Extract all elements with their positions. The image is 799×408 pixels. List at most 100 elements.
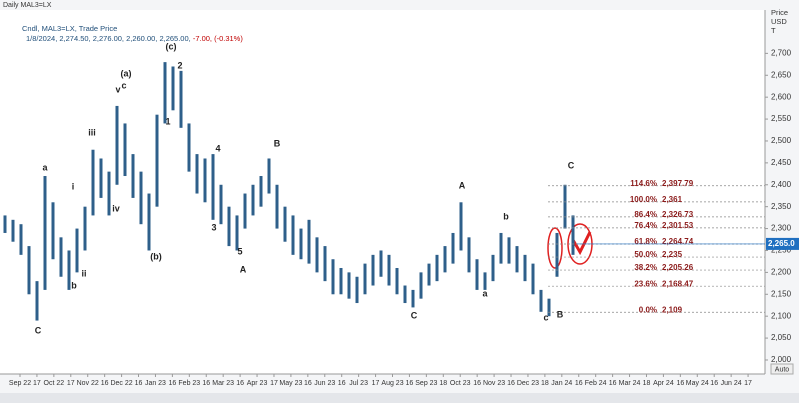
y-tick-label: 2,600	[771, 92, 792, 101]
price-bar	[219, 184, 223, 225]
price-bar	[115, 105, 119, 185]
fib-pct: 50.0%	[634, 250, 657, 259]
price-bar	[355, 276, 359, 304]
price-bar	[547, 298, 551, 317]
x-tick-label: 17	[33, 380, 41, 387]
price-bar	[403, 285, 407, 304]
x-tick-label: Sep 23	[415, 380, 437, 387]
fib-pct: 100.0%	[630, 195, 657, 204]
price-bar	[523, 254, 527, 282]
price-bar	[147, 193, 151, 251]
x-tick-label: Jun 23	[314, 380, 335, 387]
auto-button-label[interactable]: Auto	[775, 366, 790, 373]
price-bar	[539, 289, 543, 312]
scrollbar[interactable]	[0, 393, 799, 403]
price-bar	[571, 215, 575, 255]
x-tick-label: 16	[338, 380, 346, 387]
x-tick-label: 16	[168, 380, 176, 387]
price-bar	[379, 250, 383, 277]
x-tick-label: Apr 24	[653, 380, 674, 387]
last-price-tag	[766, 237, 799, 250]
price-bar	[427, 263, 431, 286]
price-bar	[203, 158, 207, 203]
price-bar	[171, 66, 175, 111]
price-bar	[563, 184, 567, 229]
price-bar	[331, 259, 335, 295]
y-tick-label: 2,000	[771, 355, 792, 364]
x-tick-label: 16	[236, 380, 244, 387]
fib-value: 2,168.47	[662, 279, 694, 288]
wave-label: 1	[165, 116, 170, 126]
x-tick-label: Sep 22	[9, 380, 31, 387]
price-bar	[83, 206, 87, 251]
price-bar	[275, 184, 279, 229]
x-tick-label: 16	[676, 380, 684, 387]
wave-label: B	[274, 138, 281, 148]
price-bar	[99, 158, 103, 198]
price-bar	[195, 154, 199, 194]
wave-label: b	[71, 280, 77, 290]
x-tick-label: Oct 22	[44, 380, 65, 387]
price-bar	[155, 114, 159, 207]
wave-label: 2	[177, 60, 182, 70]
price-bar	[75, 228, 79, 273]
price-bar	[19, 224, 23, 255]
price-bar	[163, 62, 167, 124]
price-bar	[179, 70, 183, 128]
x-tick-label: 16	[473, 380, 481, 387]
fib-value: 2,109	[662, 305, 683, 314]
price-bar	[211, 154, 215, 220]
price-bar	[491, 254, 495, 282]
wave-label: 5	[237, 246, 242, 256]
fib-value: 2,397.79	[662, 179, 694, 188]
wave-label: v	[115, 84, 120, 94]
x-tick-label: Dec 22	[110, 380, 132, 387]
price-bar	[411, 289, 415, 308]
price-bar	[291, 215, 295, 255]
y-tick-label: 2,500	[771, 136, 792, 145]
price-bar	[43, 176, 47, 290]
price-bar	[51, 202, 55, 260]
price-bar	[139, 171, 143, 225]
wave-label: 4	[215, 143, 220, 153]
price-bar	[27, 246, 31, 295]
x-tick-label: Jul 23	[349, 380, 368, 387]
wave-label: A	[240, 264, 247, 274]
x-tick-label: Nov 22	[77, 380, 99, 387]
y-tick-label: 2,150	[771, 289, 792, 298]
y-tick-label: 2,350	[771, 202, 792, 211]
price-bar	[499, 232, 503, 264]
x-tick-label: 16	[609, 380, 617, 387]
auto-button[interactable]	[770, 363, 794, 375]
wave-label: (a)	[121, 68, 132, 78]
price-bar	[531, 263, 535, 295]
price-bar	[227, 206, 231, 247]
x-tick-label: Feb 24	[585, 380, 607, 387]
wave-label: iv	[112, 203, 120, 213]
y-tick-label: 2,300	[771, 224, 792, 233]
wave-label: C	[568, 160, 575, 170]
price-bar	[515, 246, 519, 273]
x-tick-label: Feb 23	[178, 380, 200, 387]
price-bar	[323, 246, 327, 282]
wave-label: c	[121, 80, 126, 90]
y-tick-label: 2,250	[771, 246, 792, 255]
check-mark	[571, 231, 592, 256]
last-change: -7.00, (-0.31%)	[193, 34, 244, 43]
y-tick-label: 2,400	[771, 180, 792, 189]
fib-value: 2,326.73	[662, 210, 694, 219]
price-bar	[483, 272, 487, 290]
price-bar	[307, 219, 311, 264]
fib-value: 2,205.26	[662, 263, 694, 272]
price-bar	[387, 254, 391, 286]
price-bar	[467, 237, 471, 273]
x-tick-label: 16	[575, 380, 583, 387]
last-values: 1/8/2024, 2,274.50, 2,276.00, 2,260.00, …	[26, 34, 243, 43]
price-bar	[59, 237, 63, 277]
wave-label: C	[411, 310, 418, 320]
price-bar	[371, 254, 375, 286]
y-tick-label: 2,050	[771, 333, 792, 342]
price-bar	[451, 232, 455, 264]
price-bar	[459, 202, 463, 251]
